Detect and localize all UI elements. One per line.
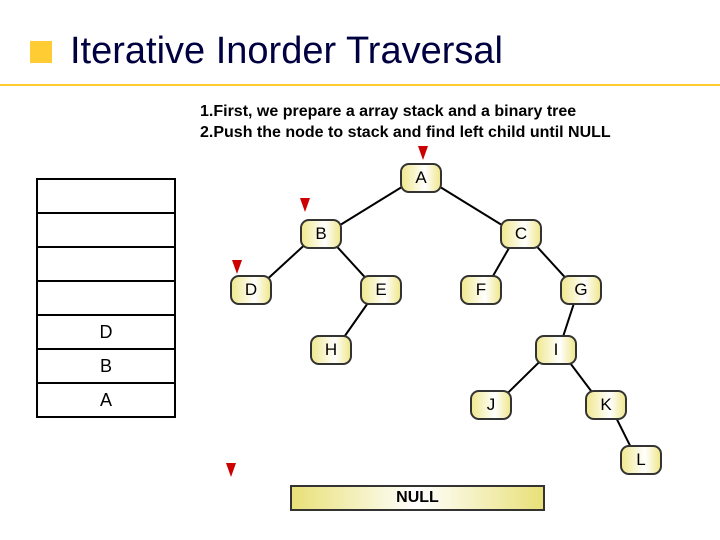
stack-cell: D: [36, 314, 176, 350]
binary-tree-diagram: A B C D E F G H IJ KL NULL: [190, 155, 710, 515]
tree-node-i: I: [535, 335, 577, 365]
stack-cell: [36, 212, 176, 248]
title-underline: [0, 84, 720, 86]
tree-node-f: F: [460, 275, 502, 305]
tree-node-a: A: [400, 163, 442, 193]
step-line: 1.First, we prepare a array stack and a …: [200, 102, 611, 123]
stack-cell: A: [36, 382, 176, 418]
push-arrow-icon: [232, 260, 242, 274]
tree-node-l: L: [620, 445, 662, 475]
stack-cell: [36, 178, 176, 214]
tree-node-c: C: [500, 219, 542, 249]
stack-cell: [36, 246, 176, 282]
title-bullet-icon: [30, 41, 52, 63]
push-arrow-icon: [418, 146, 428, 160]
tree-node-j: J: [470, 390, 512, 420]
null-box: NULL: [290, 485, 545, 511]
tree-node-b: B: [300, 219, 342, 249]
title-row: Iterative Inorder Traversal: [30, 30, 503, 73]
push-arrow-icon: [226, 463, 236, 477]
tree-node-d: D: [230, 275, 272, 305]
stack-table: D B A: [36, 180, 176, 418]
stack-cell: [36, 280, 176, 316]
push-arrow-icon: [300, 198, 310, 212]
stack-cell: B: [36, 348, 176, 384]
tree-node-e: E: [360, 275, 402, 305]
tree-node-g: G: [560, 275, 602, 305]
tree-node-k: K: [585, 390, 627, 420]
step-line: 2.Push the node to stack and find left c…: [200, 123, 611, 144]
page-title: Iterative Inorder Traversal: [70, 30, 503, 73]
tree-node-h: H: [310, 335, 352, 365]
steps-text: 1.First, we prepare a array stack and a …: [200, 102, 611, 144]
